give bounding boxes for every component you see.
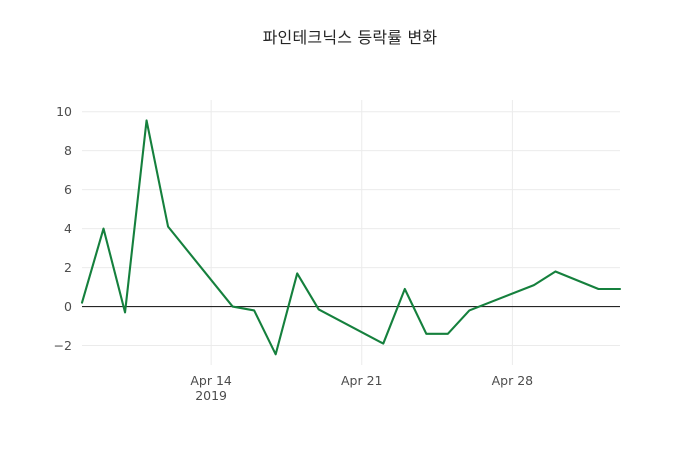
x-tick-label-line1: Apr 14 — [190, 373, 232, 388]
x-tick-label: Apr 14 2019 — [166, 373, 256, 403]
x-gridlines — [210, 100, 513, 365]
x-tick-label-line1: Apr 28 — [491, 373, 534, 388]
x-tick-label-line2: 2019 — [195, 388, 228, 403]
y-tick-label: 2 — [64, 259, 72, 275]
y-tick-label: 0 — [64, 298, 72, 314]
x-tick-label: Apr 21 — [317, 373, 407, 388]
data-line-series-0 — [80, 119, 622, 356]
y-tick-label: 4 — [64, 220, 72, 236]
y-tick-label: 6 — [64, 181, 72, 197]
x-tick-label-line1: Apr 21 — [340, 373, 383, 388]
y-tick-label: 10 — [56, 103, 72, 119]
chart-title: 파인테크닉스 등락률 변화 — [262, 28, 438, 47]
y-tick-label: 8 — [64, 142, 72, 158]
x-tick-label: Apr 28 — [467, 373, 557, 388]
gridlines — [82, 111, 620, 347]
y-tick-label: −2 — [53, 337, 72, 353]
